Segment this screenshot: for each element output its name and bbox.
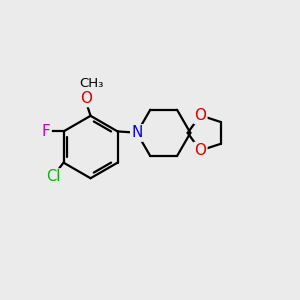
Text: N: N bbox=[131, 125, 142, 140]
Text: O: O bbox=[80, 91, 92, 106]
Text: O: O bbox=[194, 108, 206, 123]
Text: CH₃: CH₃ bbox=[79, 76, 104, 90]
Text: Cl: Cl bbox=[46, 169, 60, 184]
Text: O: O bbox=[194, 143, 206, 158]
Text: N: N bbox=[131, 125, 142, 140]
Text: F: F bbox=[42, 124, 51, 139]
